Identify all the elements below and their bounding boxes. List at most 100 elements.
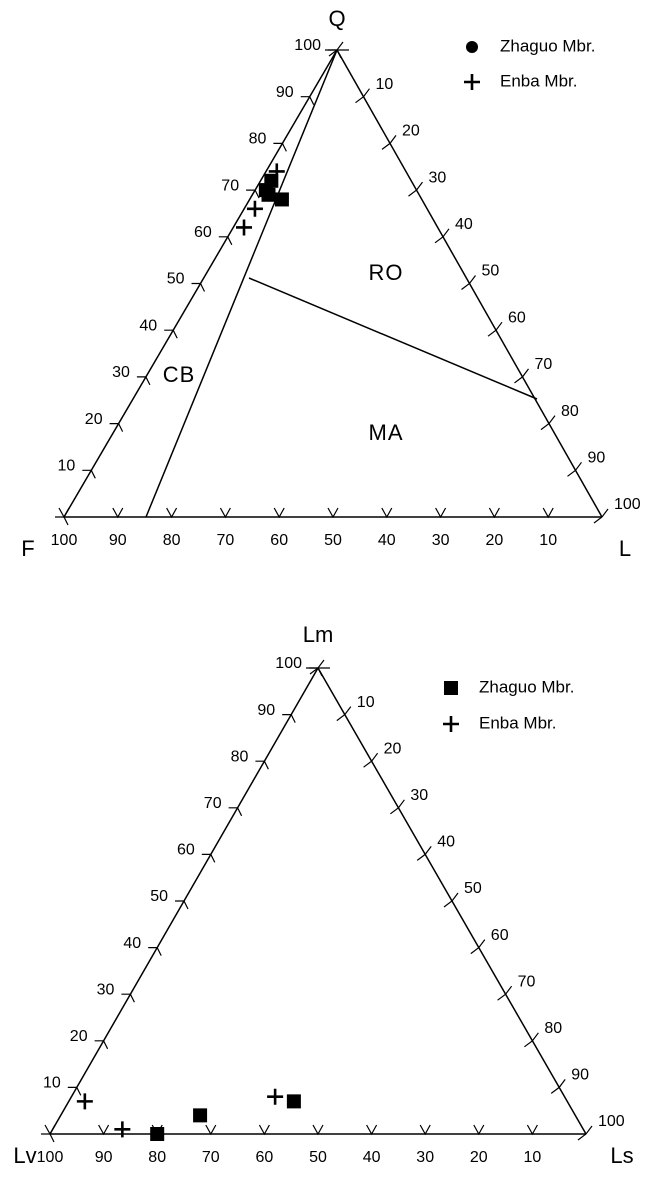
left-tick-label: 50 bbox=[167, 271, 185, 288]
right-tick-label: 10 bbox=[357, 694, 375, 711]
bottom-tick-label: 50 bbox=[309, 1149, 327, 1166]
right-tick bbox=[514, 368, 529, 384]
bottom-tick bbox=[44, 1124, 56, 1136]
right-tick-label: 100 bbox=[598, 1113, 625, 1130]
legend-label: Zhaguo Mbr. bbox=[500, 36, 595, 55]
left-tick-label: 80 bbox=[249, 131, 267, 148]
left-tick bbox=[175, 900, 189, 910]
legend-plus-marker bbox=[464, 74, 480, 90]
left-tick-label: 40 bbox=[139, 317, 157, 334]
bottom-tick-label: 90 bbox=[95, 1149, 113, 1166]
left-tick bbox=[228, 807, 243, 817]
right-tick bbox=[363, 752, 379, 768]
left-tick-label: 100 bbox=[294, 37, 321, 54]
right-tick-label: 50 bbox=[464, 880, 482, 897]
bottom-tick-label: 70 bbox=[202, 1149, 220, 1166]
data-point-plus bbox=[268, 163, 285, 180]
bottom-tick-label: 60 bbox=[256, 1149, 274, 1166]
bottom-tick bbox=[273, 507, 285, 519]
right-tick bbox=[567, 461, 582, 477]
right-tick-label: 10 bbox=[376, 76, 394, 93]
right-tick-label: 60 bbox=[508, 309, 526, 326]
left-tick-label: 80 bbox=[231, 748, 249, 765]
bottom-tick-label: 40 bbox=[363, 1149, 381, 1166]
right-tick-label: 40 bbox=[455, 216, 473, 233]
vertex-label-top: Q bbox=[328, 6, 345, 31]
vertex-label-top: Lm bbox=[303, 622, 334, 647]
data-point-plus bbox=[236, 219, 253, 236]
left-tick bbox=[94, 1040, 109, 1050]
right-tick-label: 90 bbox=[588, 450, 606, 467]
right-tick bbox=[443, 892, 459, 908]
left-tick-label: 20 bbox=[70, 1028, 88, 1045]
left-tick bbox=[164, 329, 178, 339]
bottom-tick-label: 100 bbox=[37, 1149, 64, 1166]
field-label-ma: MA bbox=[369, 420, 404, 445]
bottom-tick bbox=[542, 507, 554, 519]
bottom-tick-label: 20 bbox=[470, 1149, 488, 1166]
left-tick-label: 50 bbox=[150, 888, 168, 905]
right-tick-label: 30 bbox=[429, 169, 447, 186]
right-tick-label: 90 bbox=[571, 1067, 589, 1084]
left-tick bbox=[136, 376, 151, 386]
bottom-tick-label: 80 bbox=[148, 1149, 166, 1166]
left-tick bbox=[218, 236, 233, 246]
bottom-tick bbox=[473, 1124, 485, 1136]
data-point-square bbox=[286, 1094, 301, 1109]
right-tick-label: 50 bbox=[482, 263, 500, 280]
bottom-tick bbox=[381, 507, 393, 519]
left-tick bbox=[201, 853, 216, 863]
right-tick bbox=[416, 846, 432, 861]
data-point-square bbox=[274, 192, 289, 207]
bottom-tick-label: 30 bbox=[432, 532, 450, 549]
left-tick-label: 10 bbox=[43, 1075, 61, 1092]
field-boundary-2 bbox=[248, 277, 538, 400]
bottom-tick bbox=[488, 507, 500, 519]
left-tick-label: 70 bbox=[204, 795, 222, 812]
bottom-tick-label: 90 bbox=[109, 532, 127, 549]
right-tick bbox=[540, 415, 556, 431]
right-tick bbox=[434, 228, 450, 244]
left-tick-label: 70 bbox=[221, 177, 239, 194]
right-tick-label: 100 bbox=[614, 496, 641, 513]
left-tick-label: 60 bbox=[194, 224, 212, 241]
bottom-tick bbox=[258, 1124, 270, 1136]
vertex-label-right: L bbox=[619, 536, 631, 561]
right-tick-label: 80 bbox=[544, 1020, 562, 1037]
data-point-square bbox=[193, 1108, 208, 1123]
vertex-label-left: F bbox=[21, 536, 34, 561]
bottom-tick bbox=[219, 507, 231, 519]
right-tick bbox=[336, 706, 352, 722]
right-tick bbox=[309, 659, 325, 675]
right-tick bbox=[487, 321, 503, 337]
left-tick bbox=[109, 423, 124, 432]
bottom-tick bbox=[98, 1124, 110, 1136]
right-tick-label: 20 bbox=[402, 123, 420, 140]
bottom-tick-label: 40 bbox=[378, 532, 396, 549]
bottom-tick bbox=[166, 507, 178, 519]
left-tick-label: 30 bbox=[97, 981, 115, 998]
left-tick-label: 60 bbox=[177, 842, 195, 859]
vertex-label-right: Ls bbox=[610, 1143, 633, 1168]
bottom-tick-label: 10 bbox=[524, 1149, 542, 1166]
right-tick bbox=[390, 799, 405, 815]
data-point-square bbox=[150, 1127, 165, 1141]
right-tick bbox=[470, 939, 486, 955]
right-tick bbox=[550, 1079, 566, 1094]
right-tick bbox=[497, 985, 513, 1001]
left-tick bbox=[82, 469, 96, 479]
legend-label: Enba Mbr. bbox=[500, 71, 578, 90]
field-label-cb: CB bbox=[163, 362, 196, 387]
right-tick bbox=[461, 275, 476, 290]
right-tick-label: 30 bbox=[410, 787, 428, 804]
right-tick-label: 70 bbox=[535, 356, 553, 373]
right-tick bbox=[355, 88, 370, 104]
legend-label: Enba Mbr. bbox=[479, 713, 557, 732]
bottom-tick bbox=[312, 1124, 324, 1136]
data-point-plus bbox=[267, 1088, 284, 1105]
bottom-tick bbox=[327, 507, 339, 519]
bottom-tick bbox=[526, 1124, 538, 1136]
bottom-tick bbox=[435, 507, 447, 519]
legend-label: Zhaguo Mbr. bbox=[479, 677, 574, 696]
left-tick-label: 10 bbox=[58, 458, 76, 475]
